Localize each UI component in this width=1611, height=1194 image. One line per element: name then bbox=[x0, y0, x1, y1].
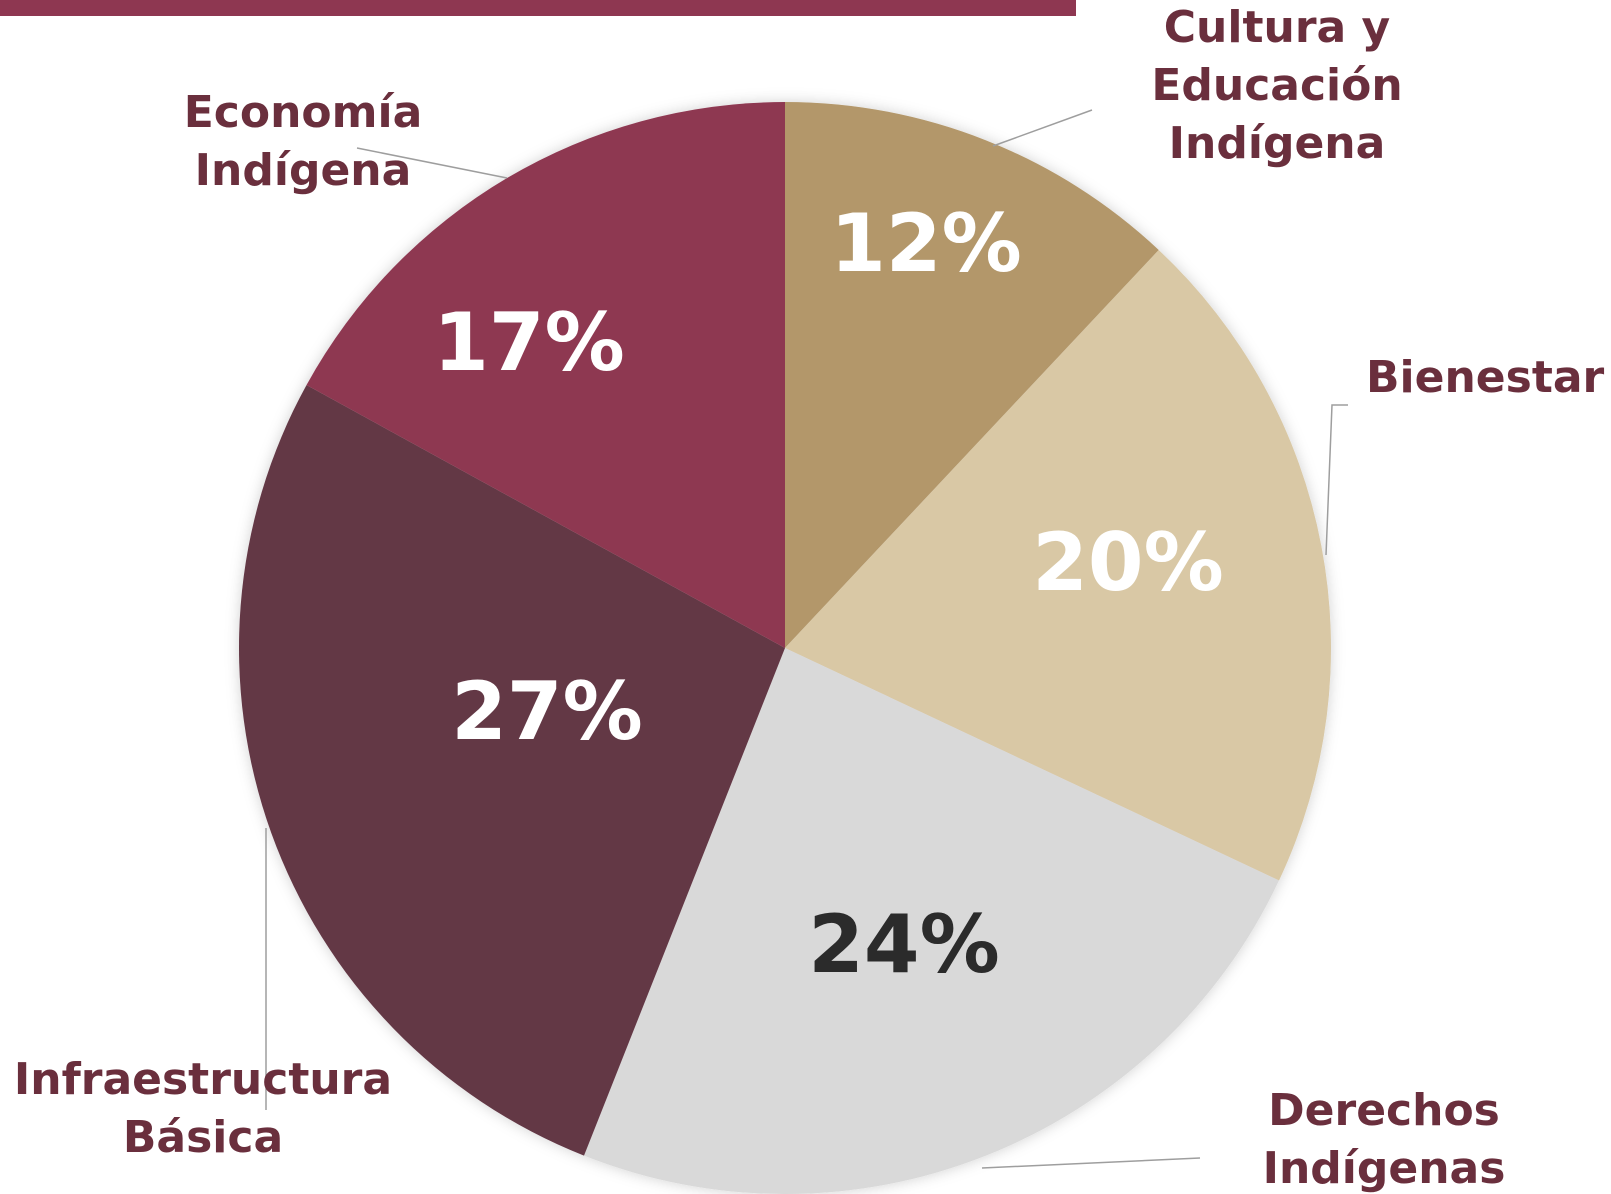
category-label-line: Indígena bbox=[195, 145, 412, 196]
pie-slice bbox=[584, 648, 1280, 1194]
category-label-line: Educación bbox=[1151, 60, 1402, 111]
pie-slice bbox=[785, 249, 1332, 881]
category-label-line: Bienestar bbox=[1366, 352, 1605, 403]
pie-slice bbox=[785, 102, 1159, 648]
category-label-line: Indígenas bbox=[1263, 1143, 1506, 1194]
leader-line bbox=[1325, 404, 1348, 556]
pie-slices bbox=[239, 101, 1332, 1194]
leader-line bbox=[981, 1157, 1201, 1169]
leader-line bbox=[356, 147, 508, 179]
category-labels: Cultura y Educación Indígena Bienestar Derec… bbox=[14, 2, 1605, 1194]
slice-category-label: Cultura y Educación Indígena bbox=[1151, 2, 1402, 169]
category-label-line: Economía bbox=[184, 87, 423, 138]
pie-slice bbox=[239, 384, 786, 1156]
header-bar bbox=[0, 0, 1076, 16]
slice-category-label: Economía Indígena bbox=[184, 87, 423, 196]
leader-lines bbox=[265, 109, 1348, 1169]
value-labels: 12% 20% 24% 27% 17% bbox=[433, 197, 1223, 991]
leader-line bbox=[992, 109, 1093, 147]
category-label-line: Derechos bbox=[1268, 1085, 1500, 1136]
slice-value-label: 24% bbox=[808, 898, 999, 991]
slice-category-label: Derechos Indígenas bbox=[1263, 1085, 1506, 1194]
pie-slice bbox=[306, 101, 785, 648]
slice-category-label: Bienestar bbox=[1366, 352, 1605, 403]
slice-category-label: Infraestructura Básica bbox=[14, 1054, 392, 1163]
slice-value-label: 17% bbox=[433, 296, 624, 389]
category-label-line: Indígena bbox=[1169, 118, 1386, 169]
category-label-line: Básica bbox=[123, 1112, 283, 1163]
category-label-line: Cultura y bbox=[1164, 2, 1390, 53]
slice-value-label: 12% bbox=[830, 197, 1021, 290]
slice-value-label: 27% bbox=[451, 665, 642, 758]
category-label-line: Infraestructura bbox=[14, 1054, 392, 1105]
slice-value-label: 20% bbox=[1032, 516, 1223, 609]
